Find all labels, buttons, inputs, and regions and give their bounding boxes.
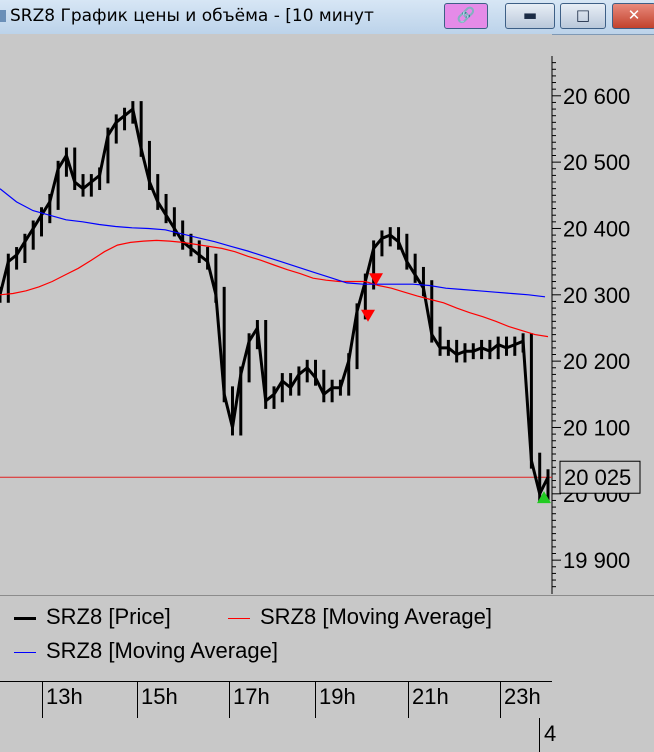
maximize-button[interactable]: □ [560, 3, 606, 29]
legend-swatch-blue [14, 651, 36, 653]
app-icon [0, 10, 6, 22]
window-title: SRZ8 График цены и объёма - [10 минут [10, 6, 374, 26]
y-tick-label: 20 100 [563, 415, 630, 440]
y-tick-label: 20 400 [563, 216, 630, 241]
legend-item-price: SRZ8 [Price] [14, 604, 171, 630]
current-price-label: 20 025 [564, 465, 631, 490]
time-separator [315, 682, 316, 718]
maximize-icon: □ [575, 6, 591, 24]
status-bar: 4 [0, 718, 654, 752]
title-bar: SRZ8 График цены и объёма - [10 минут 🔗 … [0, 0, 654, 35]
status-cell: 4 [539, 718, 654, 752]
y-tick-label: 20 200 [563, 349, 630, 374]
time-tick: 23h [504, 684, 541, 709]
chart-legend: SRZ8 [Price] SRZ8 [Moving Average] SRZ8 … [0, 595, 654, 680]
buy-marker [537, 491, 551, 504]
time-separator [42, 682, 43, 718]
y-tick-label: 19 900 [563, 548, 630, 573]
y-tick-label: 20 300 [563, 283, 630, 308]
time-tick: 15h [141, 684, 178, 709]
moving-average-line [0, 188, 546, 298]
time-tick: 21h [412, 684, 449, 709]
time-tick: 19h [319, 684, 356, 709]
price-series-line [0, 106, 550, 499]
y-tick-label: 20 600 [563, 84, 630, 109]
price-chart[interactable]: 20 600 20 500 20 400 20 300 20 200 20 100 20 0… [0, 34, 654, 594]
y-tick-label: 20 500 [563, 150, 630, 175]
time-separator [137, 682, 138, 718]
sell-marker [369, 273, 383, 286]
minimize-button[interactable]: ▬ [505, 3, 555, 29]
legend-item-ma-red: SRZ8 [Moving Average] [228, 604, 492, 630]
moving-average-line [0, 239, 549, 338]
link-button[interactable]: 🔗 [444, 3, 488, 29]
legend-swatch-red [228, 617, 250, 619]
sell-marker [361, 309, 375, 322]
link-icon: 🔗 [456, 6, 476, 24]
close-icon: ✕ [627, 6, 641, 24]
minimize-icon: ▬ [522, 6, 538, 24]
status-value: 4 [544, 721, 557, 746]
time-separator [408, 682, 409, 718]
close-button[interactable]: ✕ [612, 3, 654, 29]
time-separator [229, 682, 230, 718]
legend-item-ma-blue: SRZ8 [Moving Average] [14, 638, 278, 664]
time-tick: 17h [233, 684, 270, 709]
time-axis: 13h 15h 17h 19h 21h 23h [0, 681, 552, 719]
current-price-box [559, 460, 641, 494]
time-separator [500, 682, 501, 718]
time-tick: 13h [46, 684, 83, 709]
legend-swatch-black [14, 616, 36, 620]
plot-area [0, 34, 552, 594]
